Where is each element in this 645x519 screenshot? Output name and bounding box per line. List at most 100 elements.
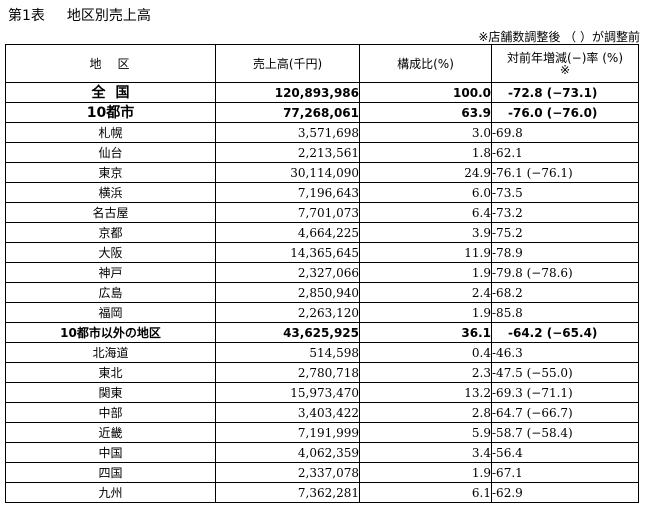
sales-value: 2,337,078	[215, 462, 360, 483]
table-row: 近畿 7,191,999 5.9 -58.7 (−58.4)	[5, 422, 639, 443]
table-row: 名古屋 7,701,073 6.4 -73.2	[5, 202, 639, 223]
region-name: 神戸	[5, 262, 216, 283]
rate-value: -78.9	[491, 242, 639, 263]
region-name: 広島	[5, 282, 216, 303]
region-name: 関東	[5, 382, 216, 403]
sales-value: 2,213,561	[215, 142, 360, 163]
region-name: 東京	[5, 162, 216, 183]
table-row: 九州 7,362,281 6.1 -62.9	[5, 482, 639, 503]
rate-value: -62.9	[491, 482, 639, 503]
sales-value: 3,403,422	[215, 402, 360, 423]
region-name: 大阪	[5, 242, 216, 263]
ratio-value: 1.9	[359, 462, 492, 483]
header-ratio: 構成比(%)	[359, 44, 492, 83]
rate-value: -67.1	[491, 462, 639, 483]
ratio-value: 24.9	[359, 162, 492, 183]
region-name: 仙台	[5, 142, 216, 163]
ratio-value: 3.9	[359, 222, 492, 243]
sales-value: 2,327,066	[215, 262, 360, 283]
rate-value: -75.2	[491, 222, 639, 243]
rate-value: -62.1	[491, 142, 639, 163]
sales-value: 2,263,120	[215, 302, 360, 323]
header-region: 地 区	[5, 44, 216, 83]
rate-value: -76.0 (−76.0)	[491, 102, 639, 123]
table-row: 全国 120,893,986 100.0 -72.8 (−73.1)	[5, 82, 639, 103]
sales-value: 7,701,073	[215, 202, 360, 223]
rate-value: -64.7 (−66.7)	[491, 402, 639, 423]
header-sales: 売上高(千円)	[215, 44, 360, 83]
region-name: 中国	[5, 442, 216, 463]
table-row: 福岡 2,263,120 1.9 -85.8	[5, 302, 639, 323]
table-row: 10都市 77,268,061 63.9 -76.0 (−76.0)	[5, 102, 639, 123]
region-name: 九州	[5, 482, 216, 503]
table-row: 関東 15,973,470 13.2 -69.3 (−71.1)	[5, 382, 639, 403]
table-caption: 地区別売上高	[66, 8, 151, 24]
table-row: 北海道 514,598 0.4 -46.3	[5, 342, 639, 363]
region-name: 全国	[5, 82, 216, 103]
sales-table: 地 区 売上高(千円) 構成比(%) 対前年増減(−)率 (%) ※ 全国 120…	[5, 44, 639, 503]
sales-value: 120,893,986	[215, 82, 360, 103]
sales-value: 7,362,281	[215, 482, 360, 503]
region-name: 福岡	[5, 302, 216, 323]
table-row: 京都 4,664,225 3.9 -75.2	[5, 222, 639, 243]
sales-value: 14,365,645	[215, 242, 360, 263]
region-name: 四国	[5, 462, 216, 483]
ratio-value: 5.9	[359, 422, 492, 443]
region-name: 横浜	[5, 182, 216, 203]
sales-value: 2,850,940	[215, 282, 360, 303]
sales-value: 4,062,359	[215, 442, 360, 463]
sales-value: 30,114,090	[215, 162, 360, 183]
ratio-value: 2.8	[359, 402, 492, 423]
table-number: 第1表	[8, 8, 45, 24]
sales-value: 7,196,643	[215, 182, 360, 203]
table-row: 広島 2,850,940 2.4 -68.2	[5, 282, 639, 303]
ratio-value: 0.4	[359, 342, 492, 363]
table-row: 神戸 2,327,066 1.9 -79.8 (−78.6)	[5, 262, 639, 283]
rate-value: -73.5	[491, 182, 639, 203]
ratio-value: 6.0	[359, 182, 492, 203]
ratio-value: 6.4	[359, 202, 492, 223]
table-row: 札幌 3,571,698 3.0 -69.8	[5, 122, 639, 143]
rate-value: -46.3	[491, 342, 639, 363]
sales-value: 2,780,718	[215, 362, 360, 383]
rate-value: -85.8	[491, 302, 639, 323]
table-row: 中部 3,403,422 2.8 -64.7 (−66.7)	[5, 402, 639, 423]
rate-value: -58.7 (−58.4)	[491, 422, 639, 443]
ratio-value: 100.0	[359, 82, 492, 103]
table-row: 東京 30,114,090 24.9 -76.1 (−76.1)	[5, 162, 639, 183]
ratio-value: 13.2	[359, 382, 492, 403]
ratio-value: 36.1	[359, 322, 492, 343]
sales-value: 77,268,061	[215, 102, 360, 123]
table-row: 横浜 7,196,643 6.0 -73.5	[5, 182, 639, 203]
region-name: 中部	[5, 402, 216, 423]
table-row: 仙台 2,213,561 1.8 -62.1	[5, 142, 639, 163]
sales-value: 3,571,698	[215, 122, 360, 143]
table-row: 四国 2,337,078 1.9 -67.1	[5, 462, 639, 483]
header-rate: 対前年増減(−)率 (%) ※	[491, 44, 639, 83]
ratio-value: 1.9	[359, 262, 492, 283]
ratio-value: 2.4	[359, 282, 492, 303]
rate-value: -56.4	[491, 442, 639, 463]
table-row: 東北 2,780,718 2.3 -47.5 (−55.0)	[5, 362, 639, 383]
ratio-value: 3.4	[359, 442, 492, 463]
sales-value: 43,625,925	[215, 322, 360, 343]
table-row: 10都市以外の地区 43,625,925 36.1 -64.2 (−65.4)	[5, 322, 639, 343]
rate-value: -64.2 (−65.4)	[491, 322, 639, 343]
header-rate-line2: ※	[559, 62, 571, 77]
ratio-value: 63.9	[359, 102, 492, 123]
rate-value: -68.2	[491, 282, 639, 303]
region-name: 名古屋	[5, 202, 216, 223]
ratio-value: 6.1	[359, 482, 492, 503]
region-name: 10都市以外の地区	[5, 322, 216, 343]
rate-value: -69.3 (−71.1)	[491, 382, 639, 403]
region-name: 札幌	[5, 122, 216, 143]
region-name: 10都市	[5, 102, 216, 123]
table-title: 第1表 地区別売上高	[8, 5, 151, 25]
ratio-value: 1.9	[359, 302, 492, 323]
region-name: 北海道	[5, 342, 216, 363]
rate-value: -69.8	[491, 122, 639, 143]
sales-value: 514,598	[215, 342, 360, 363]
rate-value: -47.5 (−55.0)	[491, 362, 639, 383]
header-row: 地 区 売上高(千円) 構成比(%) 対前年増減(−)率 (%) ※	[5, 44, 639, 83]
region-name: 東北	[5, 362, 216, 383]
